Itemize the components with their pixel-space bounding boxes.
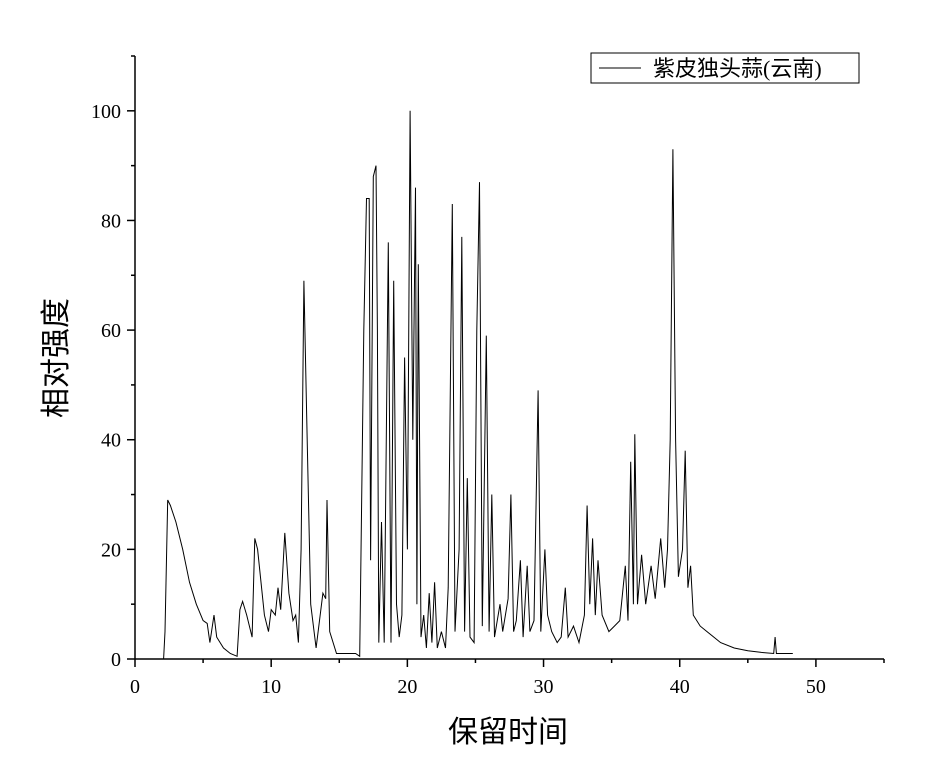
y-tick-label: 0	[111, 649, 121, 671]
legend-label: 紫皮独头蒜(云南)	[653, 56, 822, 81]
x-tick-label: 20	[397, 676, 417, 698]
x-tick-label: 10	[261, 676, 281, 698]
line	[163, 110, 793, 660]
y-tick-label: 80	[101, 210, 121, 232]
y-tick-label: 20	[101, 539, 121, 561]
y-tick-label: 40	[101, 430, 121, 452]
y-axis-label: 相对强度	[40, 298, 73, 418]
x-tick-label: 30	[534, 676, 554, 698]
y-tick-label: 100	[91, 101, 121, 123]
y-tick-label: 60	[101, 320, 121, 342]
x-tick-label: 50	[806, 676, 826, 698]
x-tick-label: 0	[130, 676, 140, 698]
x-tick-label: 40	[670, 676, 690, 698]
x-axis-label: 保留时间	[448, 716, 568, 749]
